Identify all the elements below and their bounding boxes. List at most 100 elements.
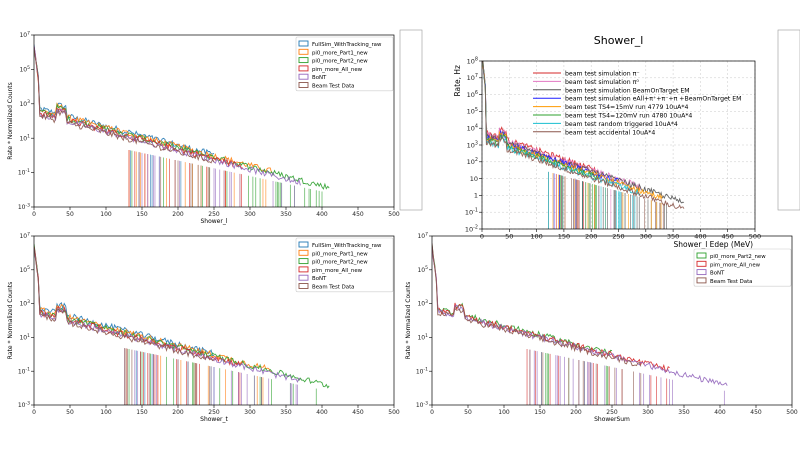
x-tick-label: 300	[640, 233, 652, 241]
series-line-3	[34, 47, 330, 190]
x-tick-label: 350	[667, 233, 679, 241]
y-tick-label: 103	[467, 140, 478, 149]
x-tick-label: 250	[208, 211, 220, 218]
legend-box	[295, 36, 394, 92]
y-tick-label: 10-1	[18, 168, 30, 177]
legend-label-2: pim_more_All_new	[710, 262, 761, 268]
legend-swatch-4	[696, 277, 707, 284]
x-tick-label: 50	[464, 409, 472, 416]
series-line-5	[34, 247, 301, 383]
x-tick-label: 250	[612, 233, 624, 241]
legend-box	[295, 237, 394, 293]
legend-label-5: BoNT	[312, 276, 327, 282]
series-line-8	[482, 61, 685, 209]
legend-label-6: Beam Test Data	[312, 285, 354, 291]
y-tick-label: 107	[19, 30, 30, 39]
series-line-3	[34, 243, 330, 389]
x-tick-label: 50	[66, 409, 74, 416]
legend-label-2: pi0_more_Part1_new	[312, 50, 368, 56]
y-tick-label: 10-2	[465, 224, 478, 233]
y-tick-label: 103	[417, 299, 428, 308]
x-tick-label: 400	[694, 233, 706, 241]
legend-swatch-4	[298, 266, 309, 273]
legend-swatch-1	[298, 40, 309, 47]
y-tick-label: 10-3	[18, 400, 30, 409]
y-tick-label: 105	[19, 65, 30, 74]
x-tick-label: 300	[642, 409, 654, 416]
x-tick-label: 500	[749, 233, 761, 241]
chart-panel-2: Shower_l 0 50 100 150 200 250 300 350 400 450 500 10…	[453, 34, 761, 249]
legend-label-4: beam test simulation eAll+π⁺+π⁻+π +BeamO…	[565, 96, 742, 103]
legend-swatch-5	[298, 73, 309, 80]
x-tick-label: 100	[100, 211, 112, 218]
y-tick-label: 108	[467, 56, 478, 65]
legend-label-6: beam test TS4=120mV run 4780 10uA*4	[565, 113, 692, 120]
series-line-1	[482, 61, 598, 174]
legend-swatch-6	[298, 82, 309, 88]
x-tick-label: 200	[585, 233, 597, 241]
y-tick-label: 10-1	[416, 367, 428, 376]
x-tick-label: 350	[280, 409, 292, 416]
series-line-4	[34, 45, 243, 169]
legend-label-8: beam test accidental 10uA*4	[565, 129, 655, 136]
series-line-6	[34, 47, 215, 164]
legend-label-6: Beam Test Data	[312, 84, 354, 90]
x-tick-label: 0	[32, 211, 36, 218]
legend-swatch-2	[298, 48, 309, 55]
legend-label-4: pim_more_All_new	[312, 268, 363, 274]
x-tick-label: 500	[388, 409, 400, 416]
legend-label-4: Beam Test Data	[710, 279, 752, 285]
y-tick-label: 101	[19, 333, 30, 342]
series-line-3	[482, 61, 685, 204]
cropped-panel-edge-right	[777, 29, 800, 211]
legend-swatch-3	[298, 57, 309, 64]
x-tick-label: 400	[714, 409, 726, 416]
x-tick-label: 200	[172, 211, 184, 218]
legend-swatch-3	[696, 269, 707, 276]
y-axis-label: Rate * Normalized Counts	[405, 282, 412, 359]
y-tick-label: 107	[417, 231, 428, 240]
series-line-1	[34, 247, 215, 357]
x-tick-label: 500	[388, 211, 400, 218]
y-tick-label: 1	[474, 192, 478, 200]
x-tick-label: 100	[498, 409, 510, 416]
x-tick-label: 0	[32, 409, 36, 416]
legend-label-7: beam test random triggered 10uA*4	[565, 121, 678, 128]
legend-swatch-5	[298, 274, 309, 281]
series-line-4	[432, 243, 642, 367]
y-tick-label: 105	[19, 265, 30, 274]
x-tick-label: 150	[558, 233, 570, 241]
x-tick-label: 400	[316, 409, 328, 416]
x-axis-label: Shower_l Edep (MeV)	[674, 240, 754, 249]
y-tick-label: 101	[417, 333, 428, 342]
x-tick-label: 300	[244, 409, 256, 416]
x-tick-label: 0	[430, 409, 434, 416]
series-line-5	[482, 61, 663, 201]
x-tick-label: 450	[750, 409, 762, 416]
x-tick-label: 150	[136, 211, 148, 218]
legend-swatch-4	[298, 65, 309, 72]
x-tick-label: 200	[570, 409, 582, 416]
x-tick-label: 450	[352, 211, 364, 218]
legend-swatch-3	[298, 258, 309, 265]
legend-label-1: pi0_more_Part2_new	[710, 254, 766, 260]
x-tick-label: 450	[721, 233, 733, 241]
legend-swatch-2	[298, 249, 309, 256]
series-line-2	[34, 247, 272, 372]
y-tick-label: 101	[19, 134, 30, 143]
legend-swatch-6	[298, 283, 309, 289]
x-tick-label: 350	[678, 409, 690, 416]
y-tick-label: 106	[467, 90, 478, 99]
legend-swatch-1	[298, 241, 309, 248]
chart-panel-4: 0 50 100 150 200 250 300 350 400 450 50010-310-110…	[405, 231, 798, 423]
legend-label-2: pi0_more_Part1_new	[312, 251, 368, 257]
x-axis-label: Shower_l	[200, 218, 227, 225]
chart-panel-1: 0 50 100 150 200 250 300 350 400 450 500 10-3 10-1 10…	[7, 30, 400, 225]
series-line-2	[34, 47, 273, 173]
x-tick-label: 0	[480, 233, 484, 241]
x-tick-label: 500	[786, 409, 798, 416]
data-layer	[34, 44, 330, 207]
x-tick-label: 450	[352, 409, 364, 416]
series-line-6	[34, 246, 215, 362]
legend-label-3: pi0_more_Part2_new	[312, 59, 368, 65]
